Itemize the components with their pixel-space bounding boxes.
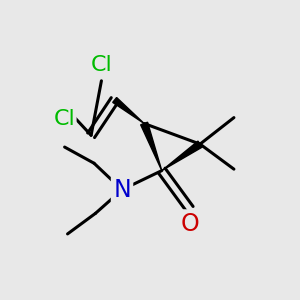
- Text: Cl: Cl: [91, 55, 112, 75]
- Polygon shape: [113, 98, 144, 124]
- Polygon shape: [162, 141, 202, 171]
- Text: O: O: [180, 212, 199, 236]
- Text: Cl: Cl: [54, 109, 76, 129]
- Polygon shape: [141, 122, 162, 171]
- Text: N: N: [113, 178, 131, 202]
